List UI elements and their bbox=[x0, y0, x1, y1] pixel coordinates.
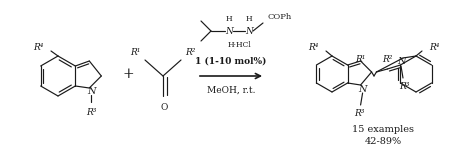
Text: O: O bbox=[160, 103, 168, 112]
Text: COPh: COPh bbox=[267, 13, 291, 21]
Text: 1 (1-10 mol%): 1 (1-10 mol%) bbox=[195, 57, 267, 66]
Text: R²: R² bbox=[185, 48, 195, 57]
Text: R²: R² bbox=[382, 55, 393, 64]
Text: 15 examples: 15 examples bbox=[352, 125, 414, 134]
Text: N: N bbox=[225, 27, 233, 36]
Text: H: H bbox=[226, 15, 232, 23]
Text: N: N bbox=[359, 85, 367, 93]
Text: R¹: R¹ bbox=[356, 55, 366, 64]
Text: +: + bbox=[122, 67, 134, 81]
Text: R¹: R¹ bbox=[131, 48, 141, 57]
Text: H·HCl: H·HCl bbox=[227, 41, 251, 49]
Text: R³: R³ bbox=[86, 108, 96, 117]
Text: R⁴: R⁴ bbox=[34, 44, 44, 53]
Text: N: N bbox=[397, 58, 405, 66]
Text: 42-89%: 42-89% bbox=[364, 137, 402, 146]
Text: R³: R³ bbox=[399, 82, 409, 91]
Text: H: H bbox=[245, 15, 252, 23]
Text: R⁴: R⁴ bbox=[429, 44, 439, 53]
Text: R⁴: R⁴ bbox=[308, 44, 319, 53]
Text: N: N bbox=[87, 86, 96, 95]
Text: R³: R³ bbox=[354, 109, 365, 118]
Text: N: N bbox=[245, 27, 253, 36]
Text: MeOH, r.t.: MeOH, r.t. bbox=[207, 86, 255, 95]
